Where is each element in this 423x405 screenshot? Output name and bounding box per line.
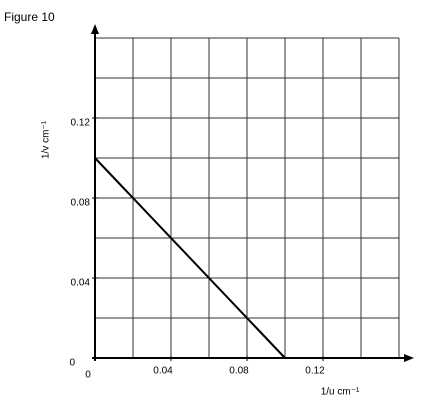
x-tick-label: 0.08 <box>229 366 249 377</box>
y-tick-label: 0.12 <box>71 118 91 129</box>
y-tick-label: 0 <box>69 358 75 369</box>
x-axis-arrow <box>404 354 414 362</box>
x-axis-label: 1/u cm⁻¹ <box>321 387 360 398</box>
x-tick-label: 0 <box>85 370 91 381</box>
y-axis-arrow <box>91 24 99 34</box>
y-axis-label: 1/v cm⁻¹ <box>41 120 52 159</box>
chart-title: Figure 10 <box>4 10 55 24</box>
x-tick-label: 0.04 <box>153 366 173 377</box>
data-line <box>94 157 286 359</box>
x-tick-label: 0.12 <box>305 366 325 377</box>
y-tick-label: 0.04 <box>71 278 91 289</box>
y-tick-label: 0.08 <box>71 198 91 209</box>
